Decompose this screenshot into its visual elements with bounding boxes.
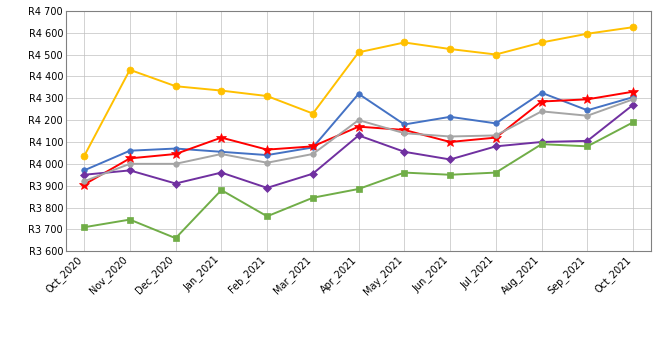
- Durban: [263, 148, 271, 152]
- Average: [629, 97, 637, 102]
- Joburg: [309, 145, 316, 150]
- Cape Town: [172, 181, 180, 186]
- Cape Town: [538, 140, 545, 144]
- Cape Town: [401, 150, 409, 154]
- Durban: [446, 140, 454, 144]
- Springbok: [80, 154, 88, 158]
- Line: Springbok: Springbok: [81, 24, 636, 160]
- Springbok: [217, 88, 225, 93]
- Average: [355, 118, 363, 122]
- Line: Durban: Durban: [79, 87, 638, 190]
- Average: [172, 162, 180, 166]
- Durban: [629, 89, 637, 94]
- Line: Cape Town: Cape Town: [82, 102, 636, 191]
- Durban: [355, 125, 363, 129]
- Average: [217, 152, 225, 156]
- Pietermaritzburg: [309, 196, 316, 200]
- Springbok: [263, 94, 271, 98]
- Pietermaritzburg: [217, 188, 225, 192]
- Durban: [584, 97, 592, 102]
- Durban: [126, 156, 134, 160]
- Cape Town: [309, 172, 316, 176]
- Durban: [492, 135, 500, 140]
- Durban: [309, 144, 316, 149]
- Pietermaritzburg: [80, 225, 88, 229]
- Joburg: [584, 108, 592, 112]
- Average: [538, 109, 545, 113]
- Average: [263, 160, 271, 165]
- Pietermaritzburg: [629, 120, 637, 125]
- Cape Town: [584, 139, 592, 143]
- Cape Town: [355, 133, 363, 137]
- Durban: [217, 135, 225, 140]
- Joburg: [538, 90, 545, 95]
- Durban: [80, 182, 88, 187]
- Springbok: [401, 40, 409, 45]
- Joburg: [446, 115, 454, 119]
- Joburg: [355, 92, 363, 96]
- Line: Joburg: Joburg: [82, 90, 636, 173]
- Cape Town: [126, 168, 134, 173]
- Springbok: [172, 84, 180, 88]
- Cape Town: [629, 103, 637, 107]
- Durban: [401, 128, 409, 132]
- Springbok: [538, 40, 545, 45]
- Joburg: [629, 95, 637, 99]
- Average: [80, 179, 88, 183]
- Joburg: [80, 168, 88, 173]
- Springbok: [309, 111, 316, 116]
- Joburg: [172, 146, 180, 151]
- Pietermaritzburg: [263, 214, 271, 219]
- Line: Pietermaritzburg: Pietermaritzburg: [82, 120, 636, 241]
- Springbok: [629, 25, 637, 29]
- Average: [492, 133, 500, 137]
- Joburg: [263, 153, 271, 157]
- Pietermaritzburg: [538, 142, 545, 146]
- Durban: [538, 99, 545, 104]
- Springbok: [355, 50, 363, 55]
- Cape Town: [217, 171, 225, 175]
- Cape Town: [446, 157, 454, 162]
- Springbok: [492, 52, 500, 57]
- Pietermaritzburg: [172, 236, 180, 240]
- Springbok: [126, 67, 134, 72]
- Average: [126, 162, 134, 166]
- Pietermaritzburg: [584, 144, 592, 149]
- Pietermaritzburg: [126, 218, 134, 222]
- Pietermaritzburg: [492, 171, 500, 175]
- Joburg: [126, 149, 134, 153]
- Pietermaritzburg: [446, 173, 454, 177]
- Average: [309, 152, 316, 156]
- Cape Town: [263, 186, 271, 190]
- Average: [446, 134, 454, 139]
- Springbok: [446, 47, 454, 51]
- Pietermaritzburg: [401, 171, 409, 175]
- Joburg: [492, 121, 500, 126]
- Average: [584, 113, 592, 118]
- Joburg: [401, 122, 409, 127]
- Cape Town: [80, 173, 88, 177]
- Springbok: [584, 32, 592, 36]
- Line: Average: Average: [82, 97, 636, 184]
- Pietermaritzburg: [355, 187, 363, 191]
- Durban: [172, 152, 180, 156]
- Joburg: [217, 150, 225, 154]
- Cape Town: [492, 144, 500, 149]
- Average: [401, 131, 409, 135]
